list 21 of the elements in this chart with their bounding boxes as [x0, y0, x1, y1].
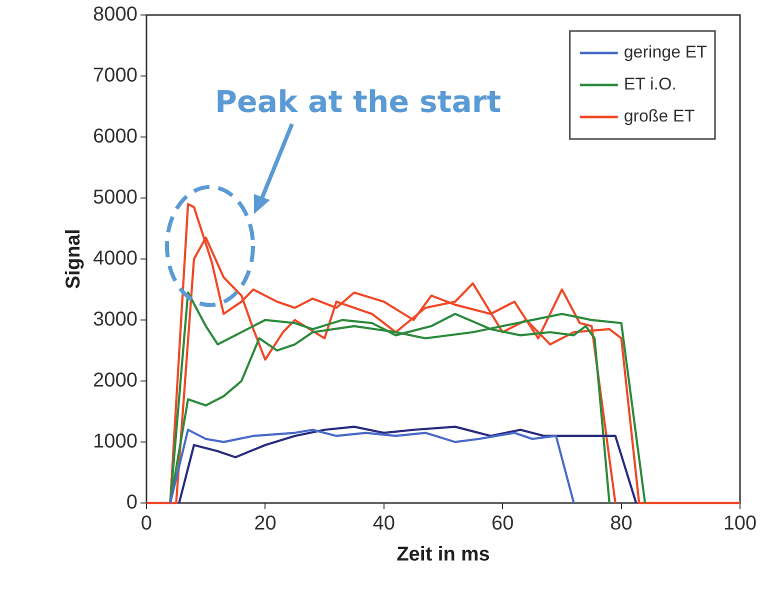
y-axis-title: Signal: [62, 228, 85, 290]
x-tick-label: 0: [140, 512, 152, 535]
y-tick-label: 5000: [92, 186, 138, 209]
x-tick-label: 20: [254, 512, 276, 535]
x-tick-label: 100: [723, 512, 757, 535]
x-tick-label: 60: [491, 512, 514, 535]
y-tick-label: 3000: [92, 308, 138, 331]
legend-label: große ET: [624, 106, 695, 126]
y-tick-label: 0: [126, 492, 138, 514]
legend-label: ET i.O.: [624, 74, 676, 94]
y-tick-label: 7000: [92, 64, 138, 87]
legend-label: geringe ET: [624, 42, 708, 62]
annotation: Peak at the start: [215, 85, 502, 120]
y-tick-label: 8000: [92, 4, 138, 26]
y-tick-label: 1000: [92, 430, 138, 453]
x-axis-title: Zeit in ms: [396, 544, 490, 566]
x-tick-label: 40: [372, 512, 396, 535]
x-tick-label: 80: [610, 512, 632, 535]
y-tick-label: 2000: [92, 370, 138, 392]
y-tick-label: 6000: [92, 126, 138, 148]
y-tick-label: 4000: [92, 248, 138, 270]
